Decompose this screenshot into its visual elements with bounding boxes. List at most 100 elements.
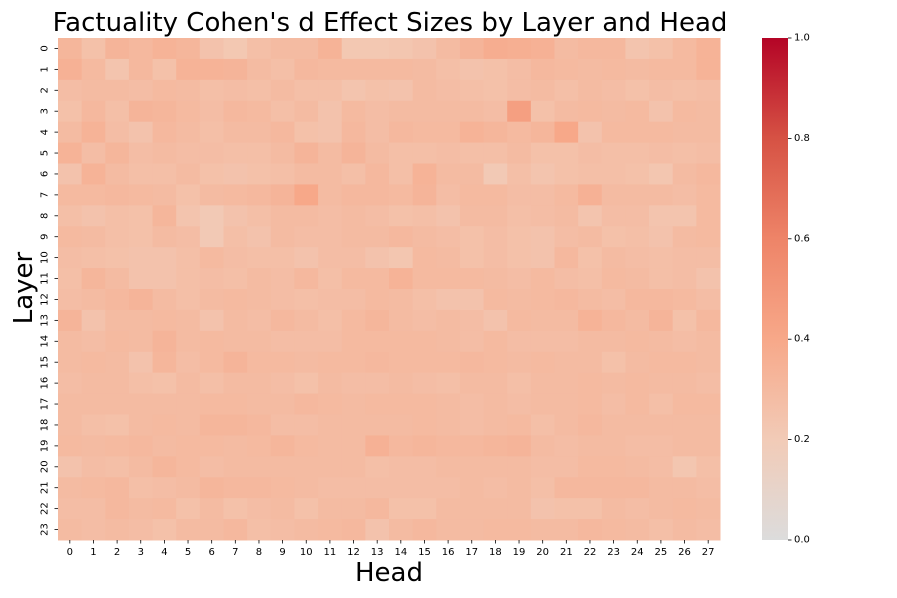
heatmap-cell xyxy=(176,519,201,541)
heatmap-cell xyxy=(507,268,532,290)
heatmap-cell xyxy=(58,477,83,499)
heatmap-cell xyxy=(365,372,390,395)
heatmap-cell xyxy=(318,289,343,311)
heatmap-cell xyxy=(176,414,201,436)
heatmap-cell xyxy=(199,456,224,478)
heatmap-cell xyxy=(176,100,201,123)
heatmap-cell xyxy=(696,498,721,520)
heatmap-cell xyxy=(294,414,319,436)
heatmap-cell xyxy=(672,121,697,144)
heatmap-cell xyxy=(152,456,177,478)
heatmap-cell xyxy=(341,58,366,81)
heatmap-cell xyxy=(294,100,319,123)
heatmap-cell xyxy=(530,121,555,144)
heatmap-cell xyxy=(601,121,626,144)
heatmap-cell xyxy=(412,184,437,206)
heatmap-cell xyxy=(459,142,485,164)
heatmap-cell xyxy=(530,477,555,499)
heatmap-cell xyxy=(199,268,224,290)
heatmap-cell xyxy=(625,142,650,164)
heatmap-cell xyxy=(625,435,650,457)
heatmap-cell xyxy=(223,477,248,499)
heatmap-cell xyxy=(199,226,224,248)
heatmap-cell xyxy=(389,38,414,60)
y-tick-label: 16 xyxy=(39,377,50,390)
heatmap-cell xyxy=(58,351,83,374)
y-tick-label: 2 xyxy=(40,87,51,93)
heatmap-cell xyxy=(223,498,248,520)
heatmap-cell xyxy=(58,393,83,415)
heatmap-cell xyxy=(247,309,272,332)
heatmap-cell xyxy=(389,498,414,520)
heatmap-cell xyxy=(601,142,626,164)
heatmap-cell xyxy=(318,79,343,102)
heatmap-cell xyxy=(554,498,579,520)
heatmap-cell xyxy=(318,330,343,353)
heatmap-cell xyxy=(341,226,366,248)
heatmap-cell xyxy=(436,519,461,541)
heatmap-cell xyxy=(507,477,532,499)
heatmap-cell xyxy=(601,414,626,436)
y-tick-label: 18 xyxy=(39,419,50,432)
heatmap-cell xyxy=(365,519,390,541)
x-tick-label: 19 xyxy=(513,547,526,558)
heatmap-cell xyxy=(625,268,650,290)
heatmap-cell xyxy=(199,142,224,164)
heatmap-cell xyxy=(696,142,721,164)
heatmap-cell xyxy=(294,142,319,164)
heatmap-cell xyxy=(389,142,414,164)
heatmap-cell xyxy=(365,414,390,436)
heatmap-cell xyxy=(554,519,579,541)
heatmap-cell xyxy=(58,372,83,395)
heatmap-cell xyxy=(152,100,177,123)
heatmap-cell xyxy=(436,435,461,457)
heatmap-cell xyxy=(294,38,319,60)
heatmap-cell xyxy=(81,456,106,478)
heatmap-cell xyxy=(318,100,343,123)
heatmap-cell xyxy=(554,79,579,102)
heatmap-cell xyxy=(294,372,319,395)
y-tick-label: 1 xyxy=(39,66,50,72)
heatmap-cell xyxy=(199,414,224,436)
heatmap-cell xyxy=(247,268,272,290)
heatmap-cell xyxy=(294,477,319,499)
heatmap-cell xyxy=(578,100,603,123)
heatmap-cell xyxy=(436,289,461,311)
heatmap-cell xyxy=(625,247,650,269)
heatmap-cell xyxy=(649,435,674,457)
heatmap-cell xyxy=(649,268,674,290)
heatmap-cell xyxy=(318,268,343,290)
heatmap-cell xyxy=(176,289,201,311)
heatmap-cell xyxy=(176,268,201,290)
heatmap-cell xyxy=(530,142,555,164)
heatmap-cell xyxy=(483,121,508,144)
heatmap-cell xyxy=(294,519,319,541)
heatmap-cell xyxy=(341,372,366,395)
heatmap-cell xyxy=(128,58,154,81)
heatmap-cell xyxy=(81,393,106,415)
heatmap-cell xyxy=(318,372,343,395)
y-tick-label: 5 xyxy=(40,150,51,156)
heatmap-cell xyxy=(81,38,106,60)
heatmap-cell xyxy=(649,205,674,227)
heatmap-cell xyxy=(58,38,83,60)
heatmap-cell xyxy=(247,351,272,374)
heatmap-cell xyxy=(672,498,697,520)
heatmap-cell xyxy=(483,205,508,227)
heatmap-cell xyxy=(459,477,485,499)
heatmap-cell xyxy=(578,435,603,457)
heatmap-cell xyxy=(247,519,272,541)
heatmap-cell xyxy=(58,309,83,332)
heatmap-cell xyxy=(412,247,437,269)
heatmap-cell xyxy=(58,289,83,311)
heatmap-cell xyxy=(270,79,295,102)
heatmap-cell xyxy=(105,79,130,102)
heatmap-cell xyxy=(365,121,390,144)
heatmap-cell xyxy=(176,309,201,332)
heatmap-cell xyxy=(58,456,83,478)
heatmap-cell xyxy=(672,289,697,311)
heatmap-cell xyxy=(483,79,508,102)
heatmap-cell xyxy=(318,351,343,374)
heatmap-cell xyxy=(223,268,248,290)
heatmap-cell xyxy=(696,351,721,374)
